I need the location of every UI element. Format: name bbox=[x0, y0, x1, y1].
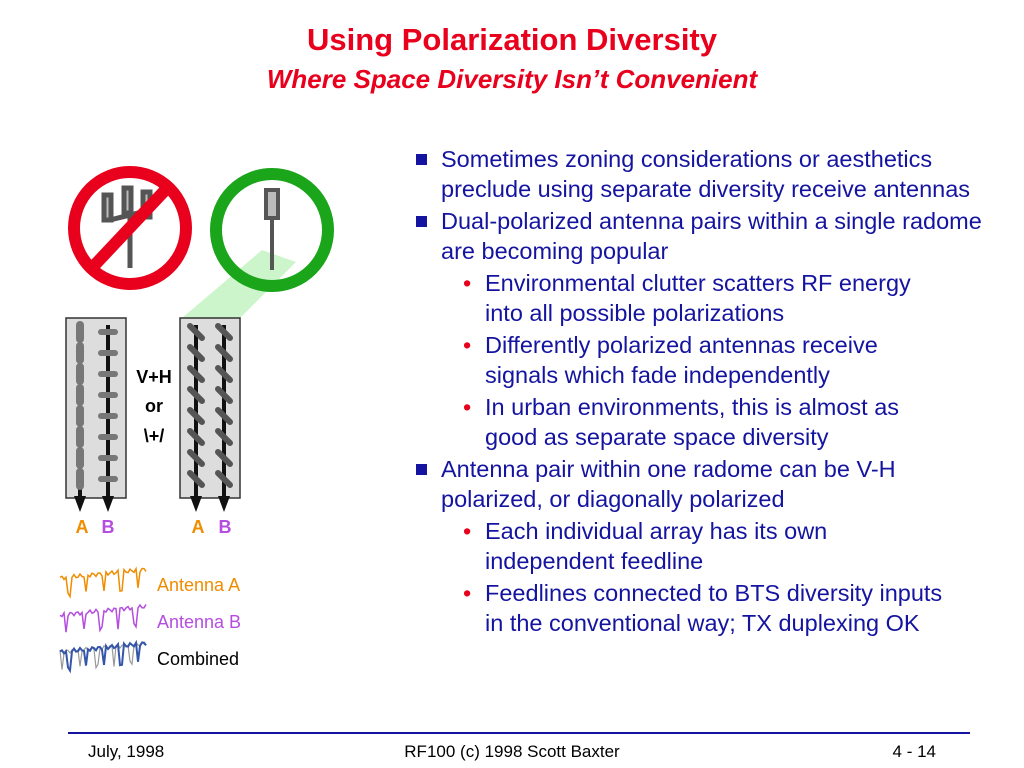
port-label: B bbox=[219, 517, 232, 537]
legend-label: Combined bbox=[157, 649, 239, 669]
dipole bbox=[187, 365, 205, 383]
no-sign bbox=[68, 166, 192, 290]
footer-rule bbox=[68, 732, 970, 734]
arrow bbox=[190, 496, 202, 512]
bullet-list: Sometimes zoning considerations or aesth… bbox=[416, 142, 1001, 638]
sub-bullet: In urban environments, this is almost as… bbox=[463, 393, 955, 452]
arrow bbox=[102, 496, 114, 512]
dipole bbox=[215, 470, 233, 488]
arrow bbox=[218, 496, 230, 512]
dipole bbox=[215, 344, 233, 362]
legend-label: Antenna B bbox=[157, 612, 241, 632]
dipole bbox=[187, 428, 205, 446]
ok-sign bbox=[210, 168, 334, 292]
arrow bbox=[74, 496, 86, 512]
dipole bbox=[215, 449, 233, 467]
wave bbox=[59, 603, 147, 633]
sub-bullet: Each individual array has its own indepe… bbox=[463, 517, 955, 576]
pol-label: \+/ bbox=[144, 426, 165, 446]
dipole bbox=[187, 470, 205, 488]
dipole bbox=[187, 386, 205, 404]
array-elements bbox=[74, 321, 233, 512]
no-slash bbox=[85, 180, 175, 275]
radome-vh bbox=[65, 317, 127, 499]
footer-date: July, 1998 bbox=[88, 742, 165, 761]
port-label: A bbox=[76, 517, 89, 537]
dipole bbox=[187, 449, 205, 467]
bullet: Sometimes zoning considerations or aesth… bbox=[416, 145, 1001, 204]
title: Using Polarization Diversity bbox=[307, 22, 717, 57]
footer-page: 4 - 14 bbox=[892, 742, 936, 761]
subtitle: Where Space Diversity Isn’t Convenient bbox=[266, 64, 758, 94]
single-antenna bbox=[264, 188, 280, 270]
dipole bbox=[215, 386, 233, 404]
sub-bullet: Differently polarized antennas receive s… bbox=[463, 331, 955, 390]
sub-bullet: Environmental clutter scatters RF energy… bbox=[463, 269, 955, 328]
bullet: Dual-polarized antenna pairs within a si… bbox=[416, 207, 1001, 266]
wave bbox=[59, 639, 147, 674]
footer-credit: RF100 (c) 1998 Scott Baxter bbox=[404, 742, 620, 761]
pol-label: V+H bbox=[136, 367, 172, 387]
legend-label: Antenna A bbox=[157, 575, 240, 595]
dipole bbox=[215, 407, 233, 425]
dipole bbox=[215, 428, 233, 446]
wave bbox=[59, 566, 147, 599]
dipole bbox=[187, 407, 205, 425]
port-label: B bbox=[102, 517, 115, 537]
port-label: A bbox=[192, 517, 205, 537]
dipole bbox=[215, 323, 233, 341]
bullet: Antenna pair within one radome can be V-… bbox=[416, 455, 1001, 514]
dipole bbox=[187, 323, 205, 341]
fading-waves bbox=[59, 566, 147, 674]
sub-bullet: Feedlines connected to BTS diversity inp… bbox=[463, 579, 955, 638]
dipole bbox=[215, 365, 233, 383]
beam-wedge bbox=[182, 250, 296, 318]
diagram: V+H or \+/ A B A B Antenna A Antenna B C… bbox=[59, 166, 334, 674]
pol-label: or bbox=[145, 396, 163, 416]
dipole bbox=[187, 344, 205, 362]
